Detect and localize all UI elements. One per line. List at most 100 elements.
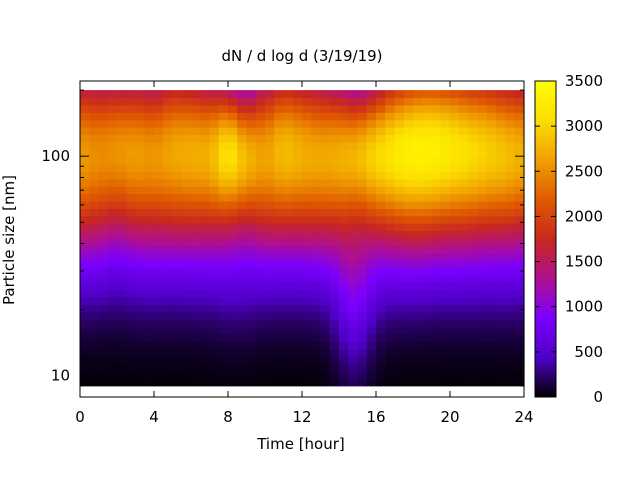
heatmap-cell (154, 208, 164, 217)
heatmap-cell (89, 119, 100, 128)
heatmap-cell (135, 186, 146, 195)
heatmap-cell (376, 304, 386, 313)
heatmap-cell (422, 289, 433, 298)
heatmap-cell (218, 341, 229, 350)
heatmap-cell (274, 104, 285, 113)
heatmap-cell (181, 156, 192, 165)
heatmap-cell (172, 104, 183, 113)
heatmap-cell (154, 200, 164, 209)
heatmap-cell (89, 297, 100, 306)
heatmap-cell (431, 274, 442, 283)
heatmap-cell (218, 119, 229, 128)
heatmap-cell (181, 370, 192, 379)
heatmap-cell (163, 149, 174, 158)
heatmap-cell (265, 237, 275, 246)
heatmap-cell (431, 178, 442, 187)
heatmap-cell (283, 119, 294, 128)
heatmap-cell (320, 297, 331, 306)
heatmap-cell (376, 363, 386, 372)
heatmap-cell (450, 164, 460, 172)
heatmap-cell (292, 252, 303, 261)
heatmap-cell (126, 215, 137, 224)
heatmap-cell (505, 134, 516, 143)
heatmap-cell (450, 252, 460, 261)
heatmap-cell (237, 97, 248, 106)
heatmap-cell (302, 334, 312, 343)
heatmap-cell (348, 164, 359, 172)
heatmap-cell (357, 156, 368, 165)
heatmap-cell (144, 356, 155, 365)
heatmap-cell (292, 90, 303, 99)
heatmap-cell (302, 326, 312, 335)
heatmap-cell (320, 156, 331, 165)
heatmap-cell (135, 127, 146, 136)
heatmap-cell (283, 208, 294, 217)
heatmap-cell (228, 326, 238, 335)
x-tick-label: 0 (75, 408, 85, 426)
heatmap-cell (265, 289, 275, 298)
heatmap-cell (468, 378, 479, 387)
heatmap-cell (181, 304, 192, 313)
heatmap-cell (403, 348, 414, 357)
heatmap-cell (329, 171, 340, 180)
x-axis: 0 4 8 12 16 20 24 (75, 81, 534, 426)
heatmap-cell (413, 311, 423, 320)
heatmap-cell (339, 230, 349, 239)
heatmap-cell (292, 237, 303, 246)
heatmap-cell (255, 356, 266, 365)
heatmap-cell (403, 326, 414, 335)
heatmap-cell (403, 104, 414, 113)
heatmap-cell (117, 141, 127, 150)
heatmap-cell (339, 289, 349, 298)
heatmap-cell (154, 282, 164, 291)
heatmap-cell (172, 319, 183, 328)
heatmap-cell (200, 311, 211, 320)
heatmap-cell (320, 230, 331, 239)
heatmap-cell (385, 370, 396, 379)
heatmap-cell (265, 90, 275, 99)
heatmap-cell (292, 127, 303, 136)
heatmap-cell (376, 193, 386, 202)
heatmap-cell (366, 245, 377, 254)
heatmap-cell (144, 326, 155, 335)
heatmap-cell (218, 208, 229, 217)
heatmap-cell (413, 245, 423, 254)
heatmap-cell (339, 127, 349, 136)
heatmap-cell (487, 274, 497, 283)
heatmap-cell (209, 363, 220, 372)
heatmap-cell (154, 370, 164, 379)
heatmap-cell (80, 200, 90, 209)
heatmap-cell (311, 134, 322, 143)
heatmap-cell (107, 156, 118, 165)
heatmap-cell (172, 267, 183, 276)
heatmap-cell (431, 149, 442, 158)
heatmap-cell (348, 223, 359, 232)
heatmap-cell (394, 112, 405, 121)
heatmap-cell (468, 230, 479, 239)
heatmap-cell (80, 141, 90, 150)
heatmap-cell (320, 252, 331, 261)
heatmap-cell (163, 193, 174, 202)
heatmap-cell (311, 193, 322, 202)
heatmap-cell (80, 260, 90, 269)
heatmap-cell (496, 230, 507, 239)
heatmap-cell (265, 245, 275, 254)
heatmap-cell (468, 319, 479, 328)
heatmap-cell (274, 134, 285, 143)
heatmap-cell (154, 193, 164, 202)
heatmap-cell (422, 237, 433, 246)
heatmap-cell (394, 348, 405, 357)
heatmap-cell (200, 334, 211, 343)
heatmap-cell (357, 134, 368, 143)
heatmap-cell (191, 90, 201, 99)
heatmap-cell (181, 186, 192, 195)
heatmap-cell (255, 104, 266, 113)
heatmap-cell (440, 274, 451, 283)
heatmap-cell (505, 304, 516, 313)
heatmap-cell (514, 319, 525, 328)
heatmap-cell (246, 289, 257, 298)
heatmap-cell (514, 326, 525, 335)
heatmap-cell (357, 282, 368, 291)
heatmap-cell (107, 223, 118, 232)
heatmap-cell (274, 356, 285, 365)
